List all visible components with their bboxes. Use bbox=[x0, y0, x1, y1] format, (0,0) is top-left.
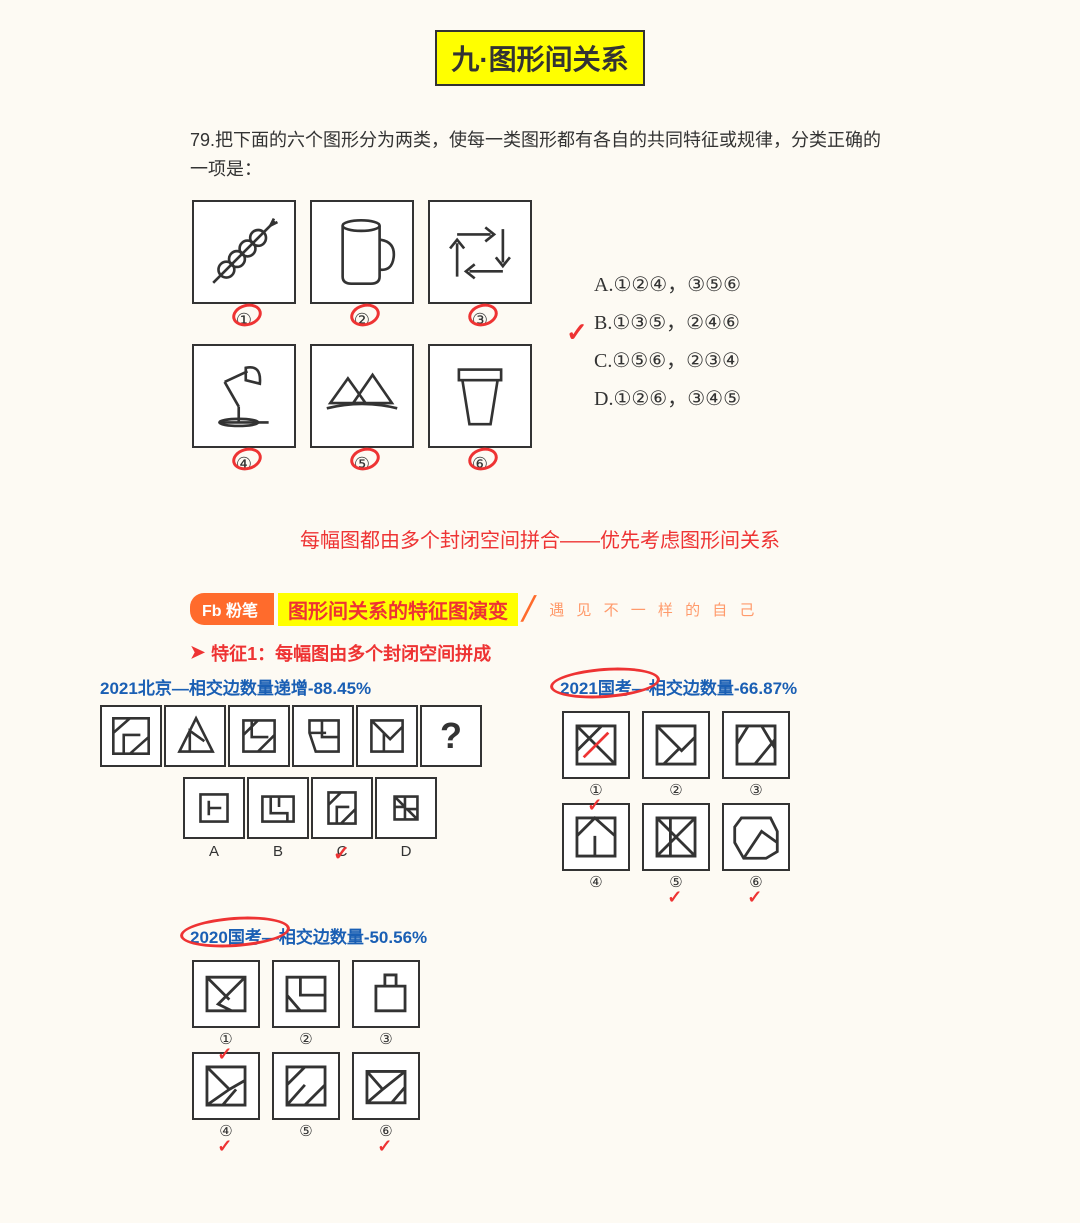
check-icon: ✓ bbox=[587, 795, 602, 816]
banner-divider: ╱ bbox=[522, 596, 535, 622]
example-c-title: 2020国考—相交边数量-50.56% bbox=[190, 923, 427, 948]
analysis-hint: 每幅图都由多个封闭空间拼合——优先考虑图形间关系 bbox=[190, 524, 890, 553]
question-mark: ? bbox=[440, 715, 462, 757]
feature-1-heading: ➤ 特征1：每幅图由多个封闭空间拼成 bbox=[190, 640, 890, 666]
example-b-title: 2021国考—相交边数量-66.87% bbox=[560, 674, 797, 699]
example-a-title: 2021北京—相交边数量递增-88.45% bbox=[100, 674, 371, 699]
choice-d[interactable]: D.①②⑥，③④⑤ bbox=[594, 380, 741, 418]
check-icon: ✓ bbox=[566, 308, 588, 357]
question-79-body: ① ② bbox=[190, 200, 890, 484]
page-title: 九·图形间关系 bbox=[435, 30, 644, 86]
example-2020-guokao: 2020国考—相交边数量-50.56% ①✓ ② ③ ④✓ ⑤ ⑥✓ bbox=[190, 923, 890, 1142]
example-2021-beijing: 2021北京—相交边数量递增-88.45% ? A B C✓ D bbox=[100, 674, 520, 860]
choice-b[interactable]: ✓ B.①③⑤，②④⑥ bbox=[594, 304, 741, 342]
check-icon: ✓ bbox=[377, 1136, 392, 1157]
q79-cell: ② bbox=[308, 200, 416, 340]
q79-cell: ④ bbox=[190, 344, 298, 484]
check-icon: ✓ bbox=[217, 1044, 232, 1065]
check-icon: ✓ bbox=[333, 841, 350, 866]
section-banner: Fb 粉笔 图形间关系的特征图演变 ╱ 遇 见 不 一 样 的 自 己 bbox=[190, 593, 890, 626]
choice-c[interactable]: C.①⑤⑥，②③④ bbox=[594, 342, 741, 380]
question-79-text: 79.把下面的六个图形分为两类，使每一类图形都有各自的共同特征或规律，分类正确的… bbox=[190, 126, 890, 184]
q79-figure-grid: ① ② bbox=[190, 200, 534, 484]
q79-cell: ⑥ bbox=[426, 344, 534, 484]
check-icon: ✓ bbox=[217, 1136, 232, 1157]
q79-cell: ③ bbox=[426, 200, 534, 340]
check-icon: ✓ bbox=[667, 887, 682, 908]
q79-cell: ⑤ bbox=[308, 344, 416, 484]
choice-a[interactable]: A.①②④，③⑤⑥ bbox=[594, 266, 741, 304]
q79-choices: A.①②④，③⑤⑥ ✓ B.①③⑤，②④⑥ C.①⑤⑥，②③④ D.①②⑥，③④… bbox=[594, 266, 741, 418]
bullet-icon: ➤ bbox=[190, 642, 205, 663]
banner-tagline: 遇 见 不 一 样 的 自 己 bbox=[549, 599, 758, 620]
check-icon: ✓ bbox=[747, 887, 762, 908]
brand-badge: Fb 粉笔 bbox=[190, 593, 274, 625]
example-2021-guokao: 2021国考—相交边数量-66.87% ①✓ ② ③ ④ ⑤✓ ⑥✓ bbox=[560, 674, 860, 893]
q79-cell: ① bbox=[190, 200, 298, 340]
banner-headline: 图形间关系的特征图演变 bbox=[278, 593, 518, 626]
